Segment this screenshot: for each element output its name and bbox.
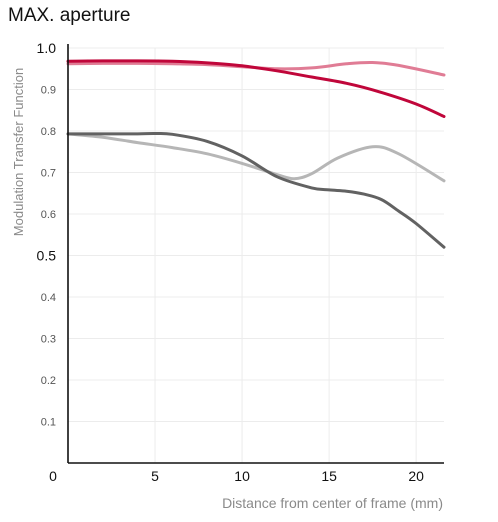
y-tick-label: 0.7: [41, 168, 56, 180]
x-axis-label: Distance from center of frame (mm): [222, 495, 443, 511]
x-tick-label: 20: [408, 468, 424, 484]
x-tick-labels: 0 5 10 15 20: [49, 468, 424, 484]
x-tick-label: 15: [321, 468, 337, 484]
series-lines: [66, 59, 446, 249]
y-tick-label: 0.2: [41, 375, 56, 387]
y-tick-label: 0.3: [41, 334, 56, 346]
y-axis-label: Modulation Transfer Function: [11, 68, 26, 236]
y-tick-labels: 1.0 0.9 0.8 0.7 0.6 0.5 0.4 0.3 0.2 0.1: [37, 40, 57, 429]
x-tick-label: 5: [151, 468, 159, 484]
y-tick-label: 0.8: [41, 126, 56, 138]
y-tick-label: 0.9: [41, 85, 56, 97]
y-tick-label: 0.5: [37, 248, 57, 264]
mtf-line-dark-gray: [66, 131, 446, 249]
y-tick-label: 0.1: [41, 417, 56, 429]
gridlines: [68, 47, 444, 463]
x-tick-label: 0: [49, 468, 57, 484]
y-tick-label: 0.4: [41, 292, 56, 304]
mtf-line-light-gray: [66, 132, 446, 183]
y-tick-label: 1.0: [37, 40, 57, 56]
chart-title: MAX. aperture: [8, 5, 131, 26]
y-tick-label: 0.6: [41, 209, 56, 221]
mtf-line-dark-red: [66, 59, 446, 118]
x-tick-label: 10: [234, 468, 250, 484]
